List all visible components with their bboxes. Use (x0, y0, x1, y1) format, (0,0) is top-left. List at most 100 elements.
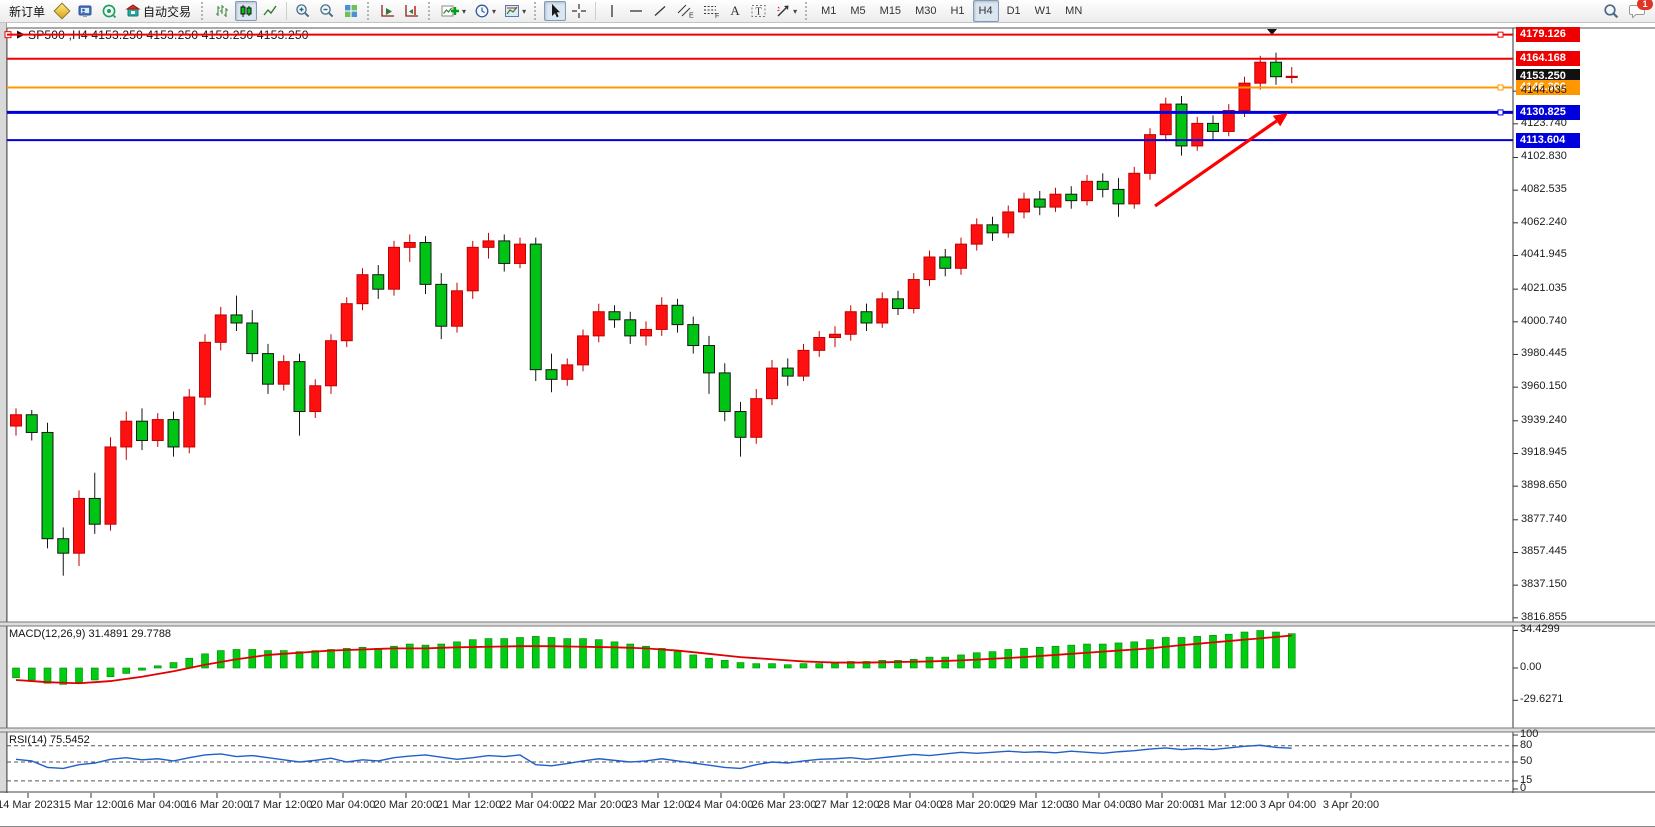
new-order-button[interactable]: 新订单 (4, 1, 50, 21)
time-label-26-Mar-23-00: 26 Mar 23:00 (751, 799, 817, 811)
dropdown-arrow-icon: ▾ (492, 6, 497, 16)
equidistant-channel-icon: E (677, 4, 694, 20)
rsi-scale-0: 0 (1520, 782, 1527, 794)
chart-shift-marker-icon[interactable] (1267, 29, 1277, 35)
label-letter: T (756, 7, 762, 18)
timeframe-MN[interactable]: MN (1065, 5, 1083, 17)
text-tool-button[interactable]: A (725, 1, 745, 21)
price-line-label-4130.825[interactable]: 4130.825 (1516, 104, 1580, 120)
fibonacci-tool-button[interactable]: F (699, 1, 723, 21)
price-tick-3980.445: 3980.445 (1521, 347, 1567, 360)
price-tick-3857.445: 3857.445 (1521, 545, 1567, 558)
templates-button[interactable]: ▾ (501, 1, 529, 21)
line-handle[interactable] (1497, 84, 1504, 91)
trend-arrow-head[interactable] (1272, 113, 1288, 127)
timeframe-D1[interactable]: D1 (1006, 5, 1021, 17)
price-tick-3960.150: 3960.150 (1521, 380, 1567, 393)
notification-badge: 1 (1637, 0, 1653, 10)
algo-trading-button[interactable]: 自动交易 (122, 1, 196, 21)
algo-trading-icon (125, 4, 141, 17)
price-tick-4021.035: 4021.035 (1521, 282, 1567, 295)
price-tick-3816.855: 3816.855 (1521, 610, 1567, 623)
cursor-tool-button[interactable] (544, 1, 567, 21)
bar-chart-mode-button[interactable] (211, 1, 233, 21)
toolbar-grip (534, 2, 539, 20)
channel-tool-button[interactable]: E (673, 1, 697, 21)
channel-letter: E (689, 13, 694, 20)
market-watch-button[interactable] (52, 1, 72, 21)
line-handle[interactable] (1497, 109, 1504, 116)
price-line-label-4179.126[interactable]: 4179.126 (1516, 27, 1580, 43)
toolbar-separator (595, 2, 597, 20)
timeframe-M30[interactable]: M30 (915, 5, 937, 17)
panel-divider[interactable] (0, 728, 1655, 732)
crosshair-tool-button[interactable] (568, 1, 590, 21)
periods-button[interactable]: ▾ (471, 1, 499, 21)
panel-divider[interactable] (0, 622, 1655, 626)
macd-scale-34.4299: 34.4299 (1520, 623, 1560, 636)
vertical-line-tool-button[interactable] (601, 1, 623, 21)
label-tool-icon: T (751, 5, 766, 18)
chart-plot[interactable] (0, 23, 1655, 826)
time-label-24-Mar-04-00: 24 Mar 04:00 (688, 799, 754, 811)
rsi-indicator (7, 734, 1518, 790)
timeframe-M5[interactable]: M5 (850, 5, 866, 17)
time-label-22-Mar-04-00: 22 Mar 04:00 (499, 799, 565, 811)
gold-diamond-icon (53, 2, 71, 20)
time-label-21-Mar-12-00: 21 Mar 12:00 (436, 799, 502, 811)
trend-arrow[interactable] (1154, 119, 1278, 208)
zoom-in-icon (296, 4, 310, 18)
rsi-scale-80: 80 (1520, 738, 1533, 751)
macd-label: MACD(12,26,9) 31.4891 29.7788 (9, 628, 172, 640)
line-chart-mode-button[interactable] (259, 1, 281, 21)
ohlc-bars-icon (216, 5, 229, 17)
macd-scale--29.6271: -29.6271 (1520, 693, 1564, 706)
price-tick-4041.945: 4041.945 (1521, 248, 1567, 261)
timeframe-M1[interactable]: M1 (821, 5, 837, 17)
vertical-line-icon (611, 5, 613, 17)
price-line-label-4164.168[interactable]: 4164.168 (1516, 51, 1580, 67)
label-tool-button[interactable]: T (747, 1, 770, 21)
timeframe-W1[interactable]: W1 (1034, 5, 1052, 17)
chart-shift-button[interactable] (401, 1, 423, 21)
news-signal-button[interactable] (98, 1, 120, 21)
price-line-label-4146.306[interactable]: 4146.306 (1516, 79, 1580, 95)
macd-indicator (12, 629, 1518, 701)
toolbar-grip (367, 2, 372, 20)
terminal-button[interactable] (74, 1, 96, 21)
cursor-icon (552, 4, 561, 18)
trendline-tool-button[interactable] (649, 1, 671, 21)
tile-windows-button[interactable] (340, 1, 362, 21)
candlestick-mode-button[interactable] (235, 1, 258, 21)
price-tick-4000.740: 4000.740 (1521, 314, 1567, 327)
toolbar-grip (428, 2, 433, 20)
rsi-scale-15: 15 (1520, 773, 1533, 786)
timeframe-H4[interactable]: H4 (972, 0, 999, 22)
timeframe-H1[interactable]: H1 (950, 5, 965, 17)
price-tick-3877.740: 3877.740 (1521, 512, 1567, 525)
chat-button[interactable]: 1 (1625, 0, 1653, 21)
arrows-tool-button[interactable]: ▾ (772, 1, 800, 21)
zoom-in-button[interactable] (292, 1, 314, 21)
candles (10, 52, 1298, 576)
time-label-17-Mar-12-00: 17 Mar 12:00 (247, 799, 313, 811)
time-label-20-Mar-20-00: 20 Mar 20:00 (373, 799, 439, 811)
price-tick-3837.150: 3837.150 (1521, 578, 1567, 591)
signal-icon (102, 4, 117, 19)
fibonacci-icon: F (704, 6, 719, 19)
time-label-20-Mar-04-00: 20 Mar 04:00 (310, 799, 376, 811)
line-handle[interactable] (1497, 31, 1504, 38)
indicators-button[interactable]: ▾ (438, 1, 469, 21)
chart-area[interactable]: SP500 ,H4 4153.250 4153.250 4153.250 415… (0, 23, 1655, 826)
terminal-icon (78, 5, 92, 17)
time-label-14-Mar-2023: 14 Mar 2023 (0, 799, 59, 811)
search-button[interactable] (1600, 1, 1623, 21)
auto-scroll-button[interactable] (377, 1, 399, 21)
horizontal-line-tool-button[interactable] (625, 1, 647, 21)
price-line-label-4113.604[interactable]: 4113.604 (1516, 132, 1580, 148)
zoom-out-button[interactable] (316, 1, 338, 21)
auto-scroll-icon (381, 5, 395, 17)
timeframe-M15[interactable]: M15 (879, 5, 902, 17)
rsi-label: RSI(14) 75.5452 (9, 734, 90, 746)
chart-overlays: 4179.126 4164.168 4153.250 4146.306 4130.825… (0, 23, 1655, 826)
